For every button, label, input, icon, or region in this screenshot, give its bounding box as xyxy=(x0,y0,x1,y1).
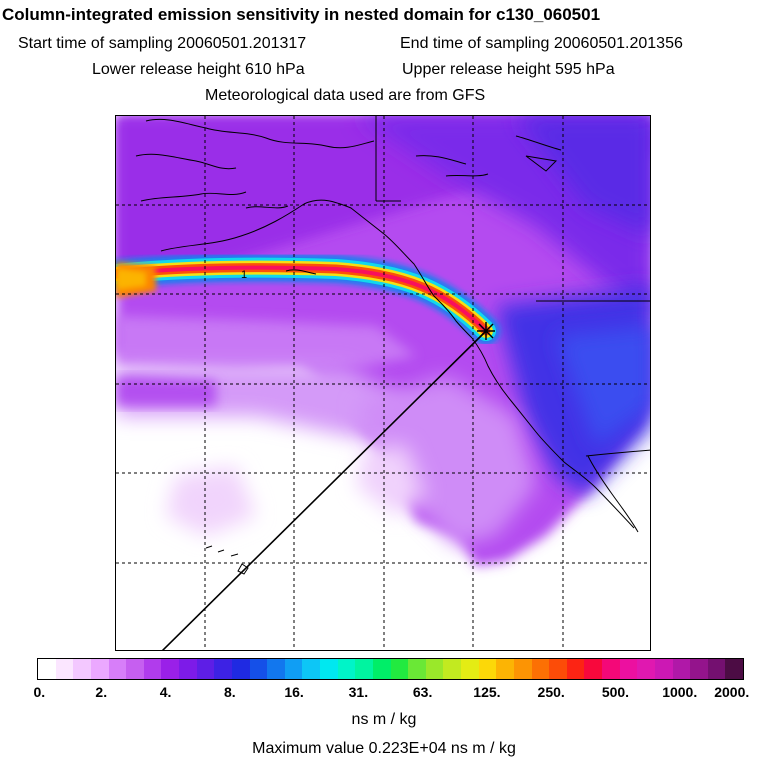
colorbar-cell xyxy=(161,659,179,679)
colorbar-tick-label: 31. xyxy=(348,684,369,700)
colorbar-cell xyxy=(654,659,673,679)
colorbar-cell xyxy=(337,659,356,679)
colorbar-cell xyxy=(725,659,743,679)
colorbar-cell xyxy=(108,659,127,679)
end-time: End time of sampling 20060501.201356 xyxy=(400,35,683,52)
colorbar-tick-label: 2000. xyxy=(714,684,750,700)
lower-release-height: Lower release height 610 hPa xyxy=(92,61,305,78)
colorbar-cell xyxy=(55,659,74,679)
colorbar-cell xyxy=(390,659,409,679)
start-time: Start time of sampling 20060501.201317 xyxy=(18,35,307,52)
colorbar-tick-label: 250. xyxy=(537,684,565,700)
maximum-value: Maximum value 0.223E+04 ns m / kg xyxy=(252,740,516,757)
colorbar-cell xyxy=(231,659,250,679)
release-site-marker xyxy=(477,322,495,340)
colorbar-cell xyxy=(284,659,303,679)
colorbar-cell xyxy=(355,659,373,679)
contour-label: 1 xyxy=(241,269,247,281)
colorbar-cell xyxy=(549,659,567,679)
colorbar-tick-label: 16. xyxy=(284,684,304,700)
plot-title: Column-integrated emission sensitivity i… xyxy=(2,5,601,24)
colorbar-cell xyxy=(38,659,56,679)
colorbar-units: ns m / kg xyxy=(351,711,417,728)
colorbar-tick-label: 63. xyxy=(412,684,433,700)
colorbar-cell xyxy=(126,659,144,679)
colorbar-cell xyxy=(619,659,638,679)
colorbar-cell xyxy=(320,659,338,679)
colorbar xyxy=(37,658,744,680)
colorbar-cell xyxy=(425,659,444,679)
colorbar-cell xyxy=(90,659,109,679)
colorbar-cell xyxy=(478,659,497,679)
colorbar-tick-label: 2. xyxy=(95,684,108,700)
coastlines xyxy=(135,116,650,575)
colorbar-tick-label: 125. xyxy=(473,684,501,700)
colorbar-cell xyxy=(637,659,655,679)
colorbar-cell xyxy=(690,659,708,679)
colorbar-cell xyxy=(584,659,602,679)
colorbar-cell xyxy=(143,659,162,679)
colorbar-cell xyxy=(214,659,232,679)
colorbar-cell xyxy=(372,659,391,679)
sensitivity-field xyxy=(116,116,650,566)
colorbar-cell xyxy=(267,659,285,679)
colorbar-cell xyxy=(672,659,691,679)
colorbar-cell xyxy=(73,659,91,679)
colorbar-cell xyxy=(602,659,620,679)
colorbar-cell xyxy=(408,659,426,679)
colorbar-tick-label: 4. xyxy=(159,684,172,700)
colorbar-cell xyxy=(196,659,215,679)
colorbar-tick-label: 8. xyxy=(223,684,236,700)
colorbar-tick-label: 0. xyxy=(33,684,46,700)
sensitivity-map: 1 xyxy=(115,115,651,651)
colorbar-cell xyxy=(461,659,479,679)
met-data-source: Meteorological data used are from GFS xyxy=(205,87,486,104)
colorbar-tick-label: 1000. xyxy=(662,684,698,700)
map-canvas: 1 xyxy=(116,116,650,650)
colorbar-cell xyxy=(513,659,532,679)
colorbar-cell xyxy=(707,659,726,679)
colorbar-cell xyxy=(443,659,461,679)
lat-lon-grid xyxy=(116,116,650,650)
colorbar-cell xyxy=(249,659,268,679)
colorbar-cell xyxy=(566,659,585,679)
colorbar-cell xyxy=(302,659,320,679)
trajectory-line xyxy=(161,330,487,650)
upper-release-height: Upper release height 595 hPa xyxy=(402,61,615,78)
colorbar-tick-label: 500. xyxy=(601,684,630,700)
colorbar-cell xyxy=(496,659,514,679)
colorbar-cell xyxy=(179,659,197,679)
colorbar-cell xyxy=(531,659,550,679)
plume xyxy=(116,253,500,345)
